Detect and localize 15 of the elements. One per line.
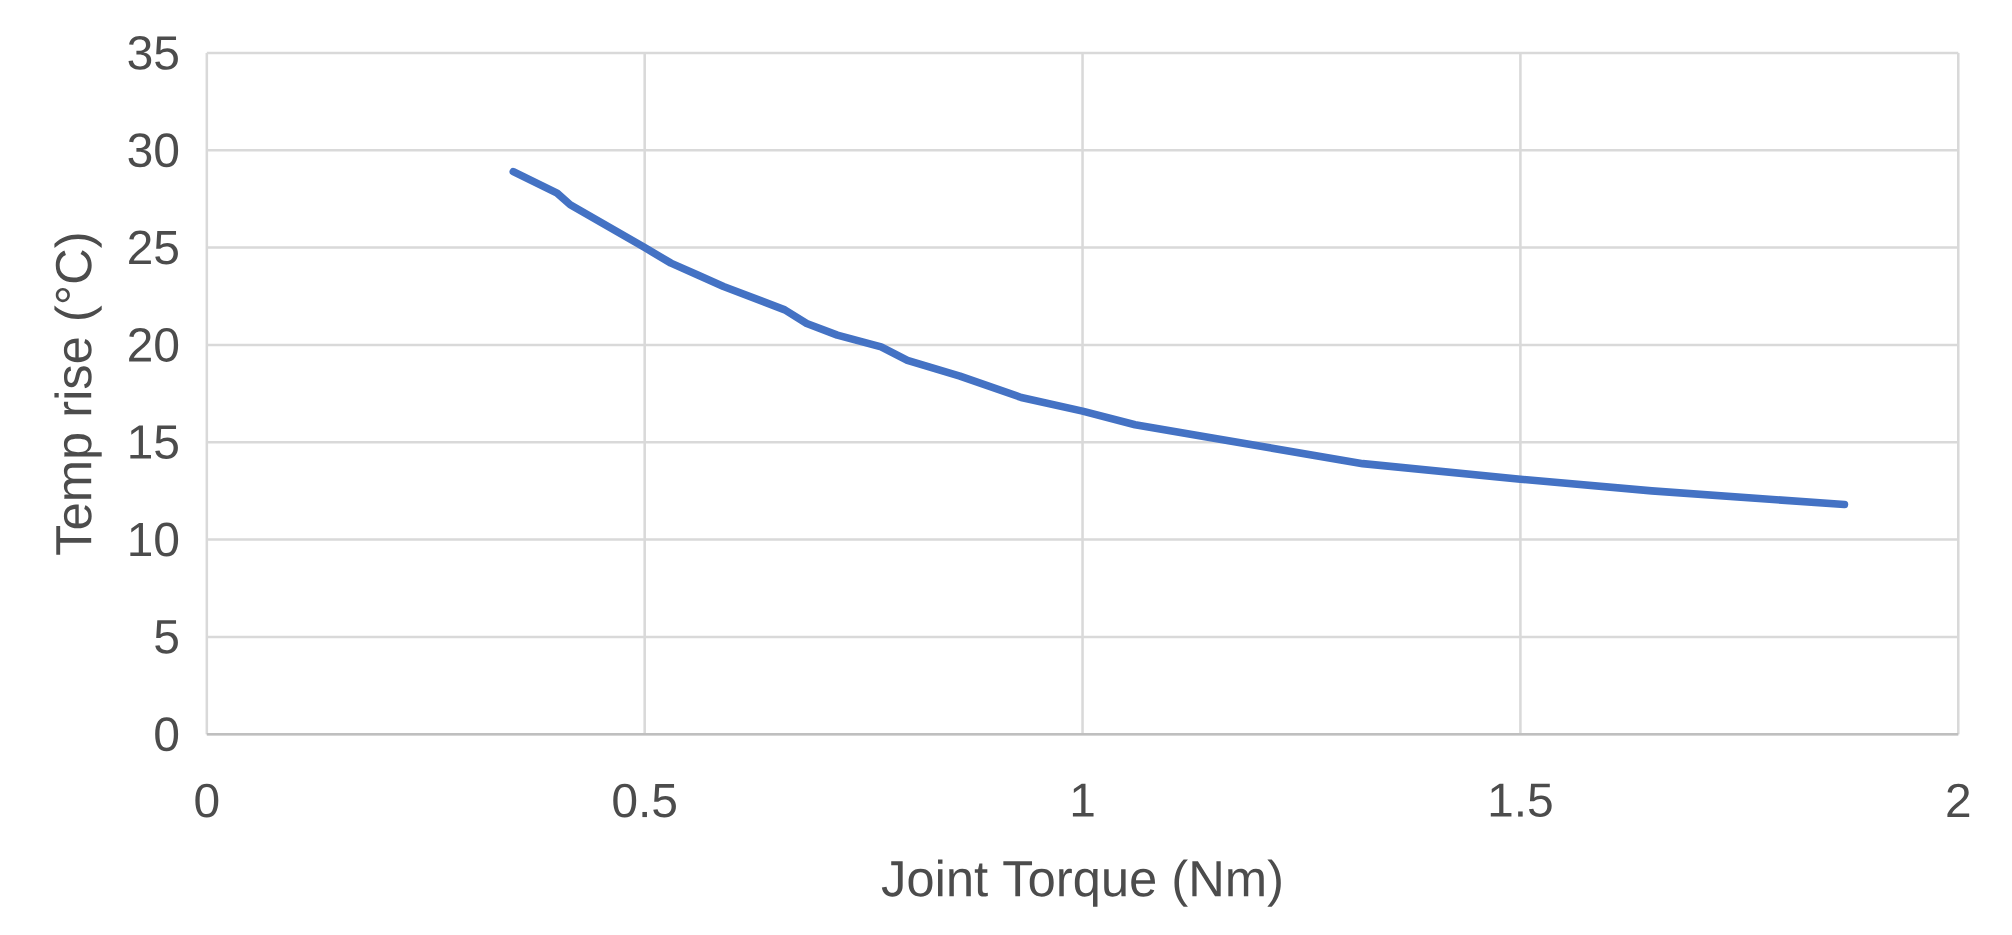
- x-tick-label: 0.5: [613, 783, 676, 818]
- x-tick-label: 1.5: [1490, 783, 1552, 818]
- y-tick-label: 20: [129, 328, 179, 363]
- y-tick-label: 15: [130, 425, 178, 460]
- x-tick-label: 2: [1947, 783, 1970, 818]
- y-tick-label: 25: [129, 230, 178, 265]
- x-tick-label: 1: [1072, 783, 1094, 817]
- x-tick-label: 0: [195, 783, 219, 818]
- y-tick-label: 0: [155, 717, 179, 752]
- y-axis-title: Temp rise (°C): [54, 234, 102, 555]
- y-tick-label: 35: [128, 36, 178, 71]
- y-tick-label: 10: [130, 522, 179, 557]
- x-axis-title: Joint Torque (Nm): [881, 859, 1281, 907]
- y-tick-label: 30: [128, 133, 179, 168]
- y-tick-label: 5: [155, 620, 178, 654]
